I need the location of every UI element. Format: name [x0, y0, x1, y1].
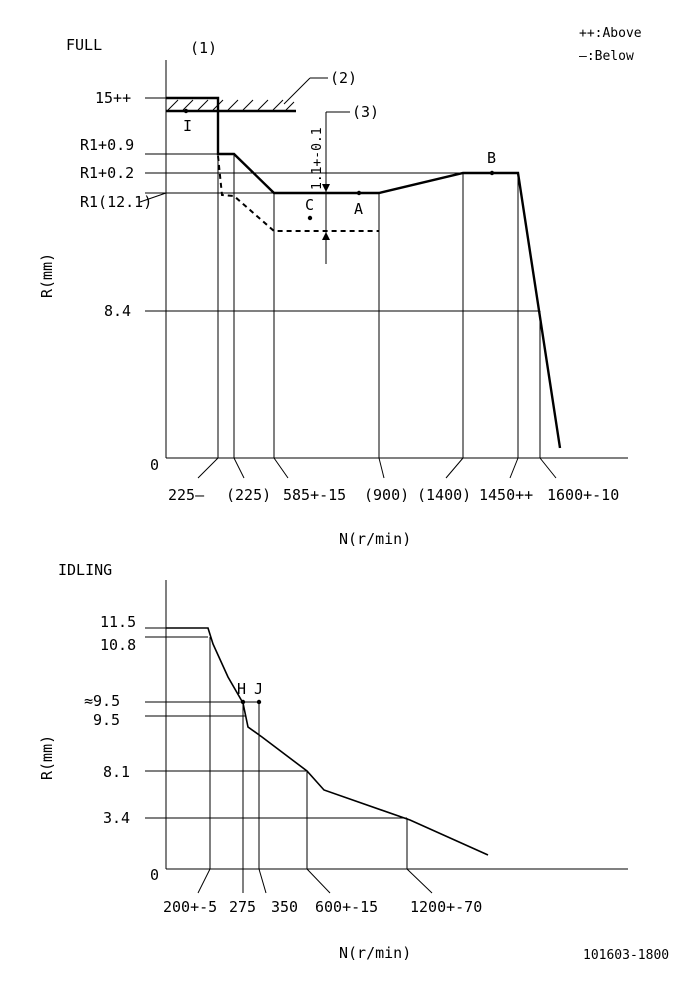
point-b [489, 170, 495, 176]
point-j [256, 699, 262, 705]
callout-3: (3) [352, 103, 379, 121]
full-ylabel-r1-09: R1+0.9 [80, 136, 134, 154]
idling-xlabel-350: 350 [271, 898, 298, 916]
document-number: 101603-1800 [583, 948, 669, 963]
full-ylabel-r1-02: R1+0.2 [80, 164, 134, 182]
full-title: FULL [66, 36, 102, 54]
point-a [356, 190, 362, 196]
full-xlabel-900: (900) [364, 486, 409, 504]
point-h-label: H [237, 680, 246, 698]
point-i [183, 108, 189, 114]
legend-above: ++:Above [579, 26, 642, 41]
idling-y-axis-label: R(mm) [38, 735, 56, 780]
point-j-label: J [254, 680, 263, 698]
full-xlabel-585: 585+-15 [283, 486, 346, 504]
full-xlabel-1600: 1600+-10 [547, 486, 619, 504]
point-i-label: I [183, 117, 192, 135]
full-x-ticks [197, 457, 557, 479]
idling-xlabel-1200: 1200+-70 [410, 898, 482, 916]
idling-chart: H J 11.5 10.8 ≈9.5 9.5 8.1 3.4 0 R(mm) 2… [38, 580, 628, 962]
full-xlabel-1400: (1400) [417, 486, 471, 504]
stop-hatching [167, 99, 295, 111]
idling-x-ticks [197, 868, 433, 894]
full-curve-main [166, 96, 562, 449]
full-ylabel-r1-leader [139, 192, 167, 203]
point-b-label: B [487, 149, 496, 167]
idling-ylabel-108: 10.8 [100, 636, 136, 654]
dim-3-arrow-bottom [322, 232, 330, 240]
full-ylabel-0: 0 [150, 456, 159, 474]
idling-ylabel-95a: ≈9.5 [84, 692, 120, 710]
full-ylabel-r1: R1(12.1) [80, 193, 152, 211]
dim-3-arrow-top [322, 184, 330, 192]
point-h [240, 699, 246, 705]
idling-xlabel-200: 200+-5 [163, 898, 217, 916]
tolerance-label: 1.1+-0.1 [310, 127, 325, 190]
full-xlabel-225: 225— [168, 486, 205, 504]
idling-xlabel-275: 275 [229, 898, 256, 916]
idling-title: IDLING [58, 561, 112, 579]
idling-ylabel-115: 11.5 [100, 613, 136, 631]
point-c [307, 215, 313, 221]
idling-ylabel-34: 3.4 [103, 809, 130, 827]
full-x-axis-label: N(r/min) [339, 530, 411, 548]
callout-2-leader [283, 77, 311, 105]
idling-ylabel-0: 0 [150, 866, 159, 884]
idling-xlabel-600: 600+-15 [315, 898, 378, 916]
callout-1: (1) [190, 39, 217, 57]
legend-below: —:Below [579, 49, 634, 64]
full-curve-lower [217, 155, 379, 232]
idling-x-axis-label: N(r/min) [339, 944, 411, 962]
full-xlabel-225b: (225) [226, 486, 271, 504]
full-chart: (2) I C A B (3) 1.1+-0.1 15++ R1+0.9 R1+… [38, 60, 628, 548]
idling-ylabel-95b: 9.5 [93, 711, 120, 729]
callout-2: (2) [330, 69, 357, 87]
full-y-axis-label: R(mm) [38, 253, 56, 298]
idling-curve [166, 627, 489, 856]
full-xlabel-1450: 1450++ [479, 486, 533, 504]
full-ylabel-15: 15++ [95, 89, 131, 107]
point-a-label: A [354, 200, 363, 218]
idling-ylabel-81: 8.1 [103, 763, 130, 781]
point-c-label: C [305, 196, 314, 214]
full-ylabel-84: 8.4 [104, 302, 131, 320]
